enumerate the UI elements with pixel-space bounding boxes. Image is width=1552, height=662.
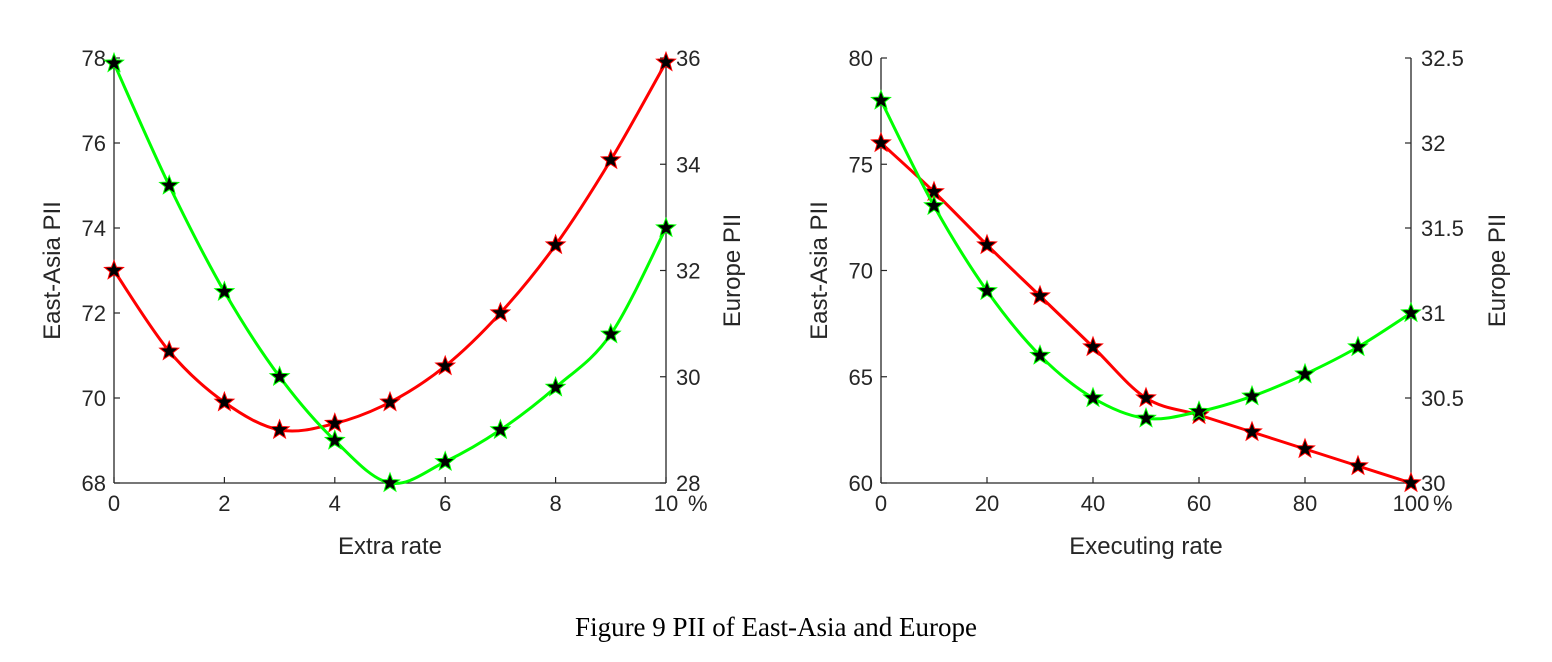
data-point-right (103, 51, 125, 73)
right-y-axis-label: Europe PII (719, 214, 746, 327)
data-point-left (268, 418, 291, 440)
data-point-right (434, 450, 457, 471)
x-tick-label: 20 (975, 491, 999, 516)
data-point-left (1347, 454, 1369, 476)
x-tick-label: 0 (108, 491, 120, 516)
chart-2: 0 20 40 60 80 100 % 60 65 70 75 80 30 30.5 31 31.5 32 32.… (806, 46, 1511, 560)
x-tick-label: 10 (654, 491, 678, 516)
right-y-tick-label: 31 (1421, 301, 1445, 326)
data-point-right (870, 89, 892, 110)
left-y-tick-label: 76 (82, 131, 106, 156)
left-y-tick-label: 70 (849, 259, 873, 284)
x-unit-label: % (1433, 491, 1453, 516)
left-y-tick-label: 60 (849, 471, 873, 496)
data-point-right (323, 429, 346, 450)
right-y-tick-label: 31.5 (1421, 216, 1464, 241)
right-y-tick-label: 34 (676, 152, 700, 177)
data-point-left (103, 259, 125, 280)
x-tick-label: 100 (1393, 491, 1430, 516)
x-tick-label: 4 (329, 491, 341, 516)
data-point-left (1241, 420, 1263, 442)
data-point-left (213, 390, 236, 412)
figure-caption: Figure 9 PII of East-Asia and Europe (575, 612, 977, 642)
data-point-left (544, 233, 567, 255)
right-y-tick-label: 30 (1421, 471, 1445, 496)
right-y-tick-label: 30.5 (1421, 386, 1464, 411)
left-y-tick-label: 74 (82, 216, 106, 241)
data-point-left (434, 354, 457, 376)
data-point-right (1400, 301, 1422, 323)
data-point-right (1347, 335, 1369, 357)
right-y-tick-label: 32 (1421, 131, 1445, 156)
x-tick-label: 80 (1293, 491, 1317, 516)
data-point-left (599, 148, 622, 170)
x-tick-label: 2 (218, 491, 230, 516)
series-line-right (112, 62, 668, 485)
data-point-left (1400, 471, 1422, 493)
data-point-right (1188, 400, 1210, 421)
data-point-left (1135, 386, 1157, 408)
data-point-right (213, 280, 236, 301)
right-y-axis-label: Europe PII (1484, 214, 1511, 327)
x-unit-label: % (688, 491, 708, 516)
data-point-right (1082, 386, 1104, 408)
data-point-left (379, 390, 401, 412)
right-y-tick-label: 36 (676, 46, 700, 71)
left-y-tick-label: 72 (82, 301, 106, 326)
right-y-tick-label: 32 (676, 259, 700, 284)
left-y-tick-label: 70 (82, 386, 106, 411)
series-line-left (112, 61, 668, 433)
data-point-right (268, 365, 291, 386)
data-point-right (1294, 362, 1316, 384)
x-tick-label: 60 (1187, 491, 1211, 516)
data-point-left (158, 339, 181, 361)
data-point-left (655, 50, 677, 72)
data-point-right (655, 216, 677, 238)
right-y-tick-label: 32.5 (1421, 46, 1464, 71)
right-y-tick-label: 28 (676, 471, 700, 496)
x-tick-label: 40 (1081, 491, 1105, 516)
data-point-right (1029, 344, 1051, 365)
left-y-tick-label: 75 (849, 152, 873, 177)
data-point-right (1241, 384, 1263, 406)
left-y-tick-label: 80 (849, 46, 873, 71)
left-y-axis-label: East-Asia PII (806, 201, 833, 340)
data-point-left (323, 412, 346, 433)
left-y-axis-label: East-Asia PII (39, 201, 66, 340)
data-point-left (489, 301, 512, 323)
x-tick-label: 0 (875, 491, 887, 516)
series-line-right (879, 99, 1412, 421)
x-axis-label: Executing rate (1069, 533, 1222, 560)
data-point-left (1082, 335, 1104, 357)
data-point-right (489, 418, 512, 440)
data-point-right (923, 194, 945, 216)
data-point-right (158, 174, 181, 195)
left-y-tick-label: 65 (849, 365, 873, 390)
data-point-left (1029, 284, 1051, 306)
x-axis-label: Extra rate (338, 533, 442, 560)
series-line-left (879, 141, 1412, 485)
left-y-tick-label: 68 (82, 471, 106, 496)
data-point-left (976, 233, 998, 255)
data-point-left (870, 131, 892, 153)
x-tick-label: 8 (549, 491, 561, 516)
data-point-right (1135, 406, 1157, 428)
data-point-right (976, 279, 998, 301)
data-point-left (1294, 437, 1316, 459)
right-y-tick-label: 30 (676, 365, 700, 390)
left-y-tick-label: 78 (82, 46, 106, 71)
data-point-right (544, 375, 567, 397)
data-point-right (379, 471, 401, 493)
data-point-right (599, 322, 622, 344)
x-tick-label: 6 (439, 491, 451, 516)
